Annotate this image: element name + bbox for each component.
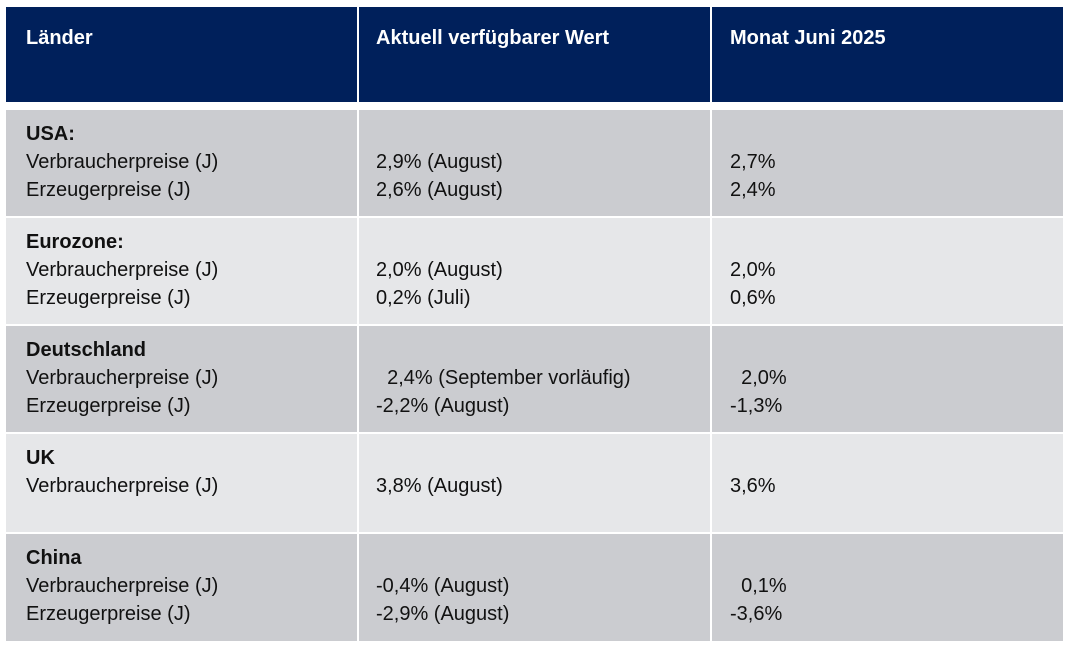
june-value: -3,6% (730, 603, 783, 625)
country-name: China (26, 547, 82, 569)
indicator-label: Erzeugerpreise (J) (26, 395, 191, 417)
country-name: USA: (26, 123, 75, 145)
june-value-cell: 0,1% -3,6% (712, 534, 1063, 641)
indicator-label: Verbraucherpreise (J) (26, 259, 219, 281)
june-value: 0,1% (730, 575, 787, 597)
current-value: 2,6% (August) (376, 179, 503, 201)
june-value: 3,6% (730, 475, 776, 497)
current-value-cell: 3,8% (August) (359, 434, 710, 532)
june-value-cell: 2,0% 0,6% (712, 218, 1063, 324)
header-june-2025: Monat Juni 2025 (712, 7, 1063, 102)
current-value: 2,9% (August) (376, 151, 503, 173)
current-value-cell: 2,0% (August) 0,2% (Juli) (359, 218, 710, 324)
current-value-cell: 2,4% (September vorläufig) -2,2% (August) (359, 326, 710, 432)
current-value: 2,0% (August) (376, 259, 503, 281)
country-name: Eurozone: (26, 231, 124, 253)
indicator-label: Verbraucherpreise (J) (26, 575, 219, 597)
june-value-cell: 3,6% (712, 434, 1063, 532)
country-cell: USA: Verbraucherpreise (J) Erzeugerpreise … (6, 110, 357, 216)
indicator-label: Verbraucherpreise (J) (26, 367, 219, 389)
indicator-label: Verbraucherpreise (J) (26, 475, 219, 497)
current-value-cell: 2,9% (August) 2,6% (August) (359, 110, 710, 216)
country-name: UK (26, 447, 55, 469)
current-value: 0,2% (Juli) (376, 287, 471, 309)
country-cell: China Verbraucherpreise (J) Erzeugerpreise… (6, 534, 357, 641)
june-value: 2,7% (730, 151, 776, 173)
current-value: 2,4% (September vorläufig) (376, 367, 631, 389)
june-value: 2,0% (730, 259, 776, 281)
current-value: -0,4% (August) (376, 575, 510, 597)
current-value: -2,9% (August) (376, 603, 510, 625)
june-value: 2,0% (730, 367, 787, 389)
june-value-cell: 2,7% 2,4% (712, 110, 1063, 216)
current-value: -2,2% (August) (376, 395, 510, 417)
june-value-cell: 2,0% -1,3% (712, 326, 1063, 432)
country-cell: Eurozone: Verbraucherpreise (J) Erzeugerpr… (6, 218, 357, 324)
header-countries: Länder (6, 7, 357, 102)
indicator-label: Erzeugerpreise (J) (26, 179, 191, 201)
june-value: -1,3% (730, 395, 783, 417)
country-name: Deutschland (26, 339, 147, 361)
current-value: 3,8% (August) (376, 475, 503, 497)
indicator-label: Erzeugerpreise (J) (26, 287, 191, 309)
header-current-value: Aktuell verfügbarer Wert (359, 7, 710, 102)
country-cell: UK Verbraucherpreise (J) (6, 434, 357, 532)
indicator-label: Erzeugerpreise (J) (26, 603, 191, 625)
current-value-cell: -0,4% (August) -2,9% (August) (359, 534, 710, 641)
june-value: 0,6% (730, 287, 776, 309)
indicator-label: Verbraucherpreise (J) (26, 151, 219, 173)
june-value: 2,4% (730, 179, 776, 201)
country-cell: Deutschland Verbraucherpreise (J) Erzeuger… (6, 326, 357, 432)
